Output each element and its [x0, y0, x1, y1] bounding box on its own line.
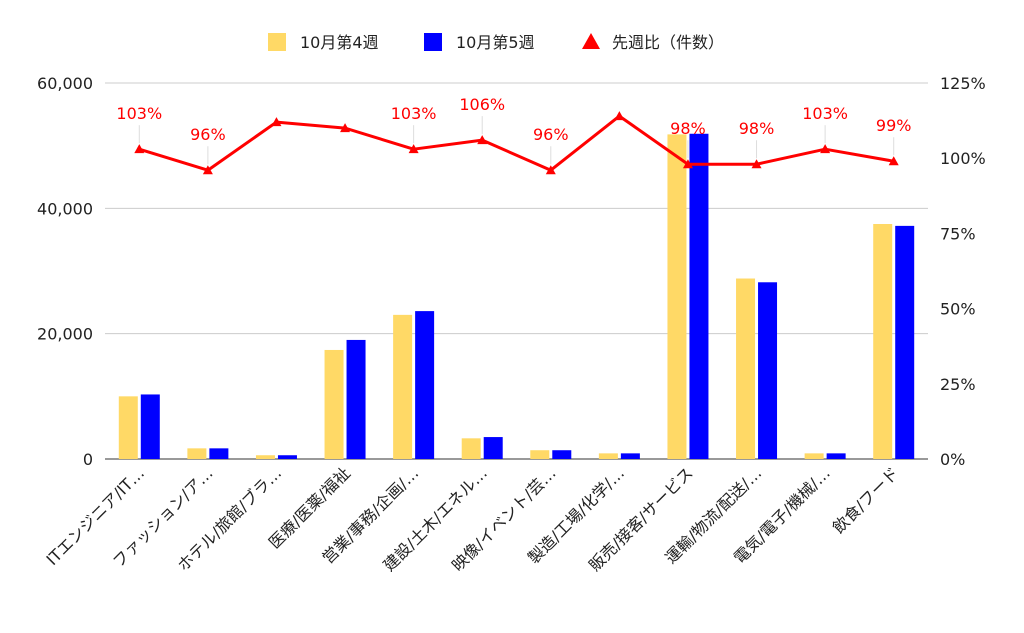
bar-series-1 — [736, 278, 756, 459]
bar-series-1 — [530, 450, 550, 459]
data-label: 103% — [391, 104, 437, 123]
right-tick-label: 100% — [940, 149, 986, 168]
bar-series — [118, 133, 915, 460]
bar-series-1 — [118, 396, 138, 459]
bar-series-1 — [804, 453, 824, 459]
legend-label-series-3: 先週比（件数） — [612, 33, 724, 52]
line-point — [134, 144, 145, 154]
left-y-axis: 0 20,000 40,000 60,000 — [37, 74, 93, 469]
line-point — [202, 165, 213, 175]
right-y-axis: 0% 25% 50% 75% 100% 125% — [940, 74, 986, 469]
data-label: 103% — [802, 104, 848, 123]
line-point — [888, 156, 899, 166]
right-tick-label: 75% — [940, 224, 976, 243]
data-label: 98% — [670, 119, 706, 138]
line-point — [408, 144, 419, 154]
left-tick-label: 60,000 — [37, 74, 93, 93]
data-label: 98% — [739, 119, 775, 138]
line-point — [340, 123, 351, 133]
left-tick-label: 20,000 — [37, 325, 93, 344]
data-label: 103% — [116, 104, 162, 123]
bar-series-1 — [598, 453, 618, 459]
legend[interactable]: 10月第4週 10月第5週 先週比（件数） — [268, 33, 724, 52]
line-point — [682, 159, 693, 169]
data-labels: 103% 96% 103% 106% 96% 98% 98% 103% 99% — [116, 95, 912, 165]
bar-series-1 — [667, 134, 687, 460]
bar-series-2 — [895, 225, 915, 459]
bar-series-2 — [758, 282, 778, 459]
left-tick-label: 0 — [83, 450, 93, 469]
bar-series-1 — [393, 314, 413, 459]
line-path — [138, 114, 894, 172]
data-label: 99% — [876, 116, 912, 135]
bar-series-2 — [209, 448, 229, 459]
legend-label-series-2: 10月第5週 — [456, 33, 535, 52]
x-axis: ITエンジニア/IT…ファッション/ア…ホテル/旅館/ブラ…医療/医薬/福祉営業… — [42, 463, 902, 575]
bar-series-1 — [187, 448, 207, 459]
bar-series-1 — [324, 349, 344, 459]
bar-series-1 — [873, 224, 893, 459]
bar-series-2 — [826, 453, 846, 459]
bar-series-1 — [461, 438, 481, 459]
category-label: 飲食/フード — [829, 463, 903, 537]
right-tick-label: 50% — [940, 300, 976, 319]
line-point — [751, 159, 762, 169]
legend-swatch-series-1 — [268, 33, 286, 51]
line-point — [820, 144, 831, 154]
left-tick-label: 40,000 — [37, 199, 93, 218]
data-label: 96% — [190, 125, 226, 144]
legend-label-series-1: 10月第4週 — [300, 33, 379, 52]
line-point — [477, 135, 488, 145]
data-label: 106% — [459, 95, 505, 114]
bar-series-2 — [483, 437, 503, 459]
data-label: 96% — [533, 125, 569, 144]
legend-swatch-series-2 — [424, 33, 442, 51]
bar-series-2 — [277, 455, 297, 459]
gridlines — [105, 82, 928, 460]
right-tick-label: 25% — [940, 375, 976, 394]
line-point — [614, 111, 625, 121]
bar-series-2 — [552, 450, 572, 459]
line-point — [271, 117, 282, 127]
bar-series-2 — [346, 339, 366, 459]
bar-series-2 — [415, 311, 435, 459]
right-tick-label: 0% — [940, 450, 965, 469]
legend-triangle-icon — [582, 33, 600, 49]
bar-series-1 — [255, 455, 275, 459]
line-series — [134, 111, 899, 175]
right-tick-label: 125% — [940, 74, 986, 93]
bar-series-2 — [620, 453, 640, 459]
bar-series-2 — [140, 394, 160, 459]
line-point — [545, 165, 556, 175]
bar-series-2 — [689, 133, 709, 459]
